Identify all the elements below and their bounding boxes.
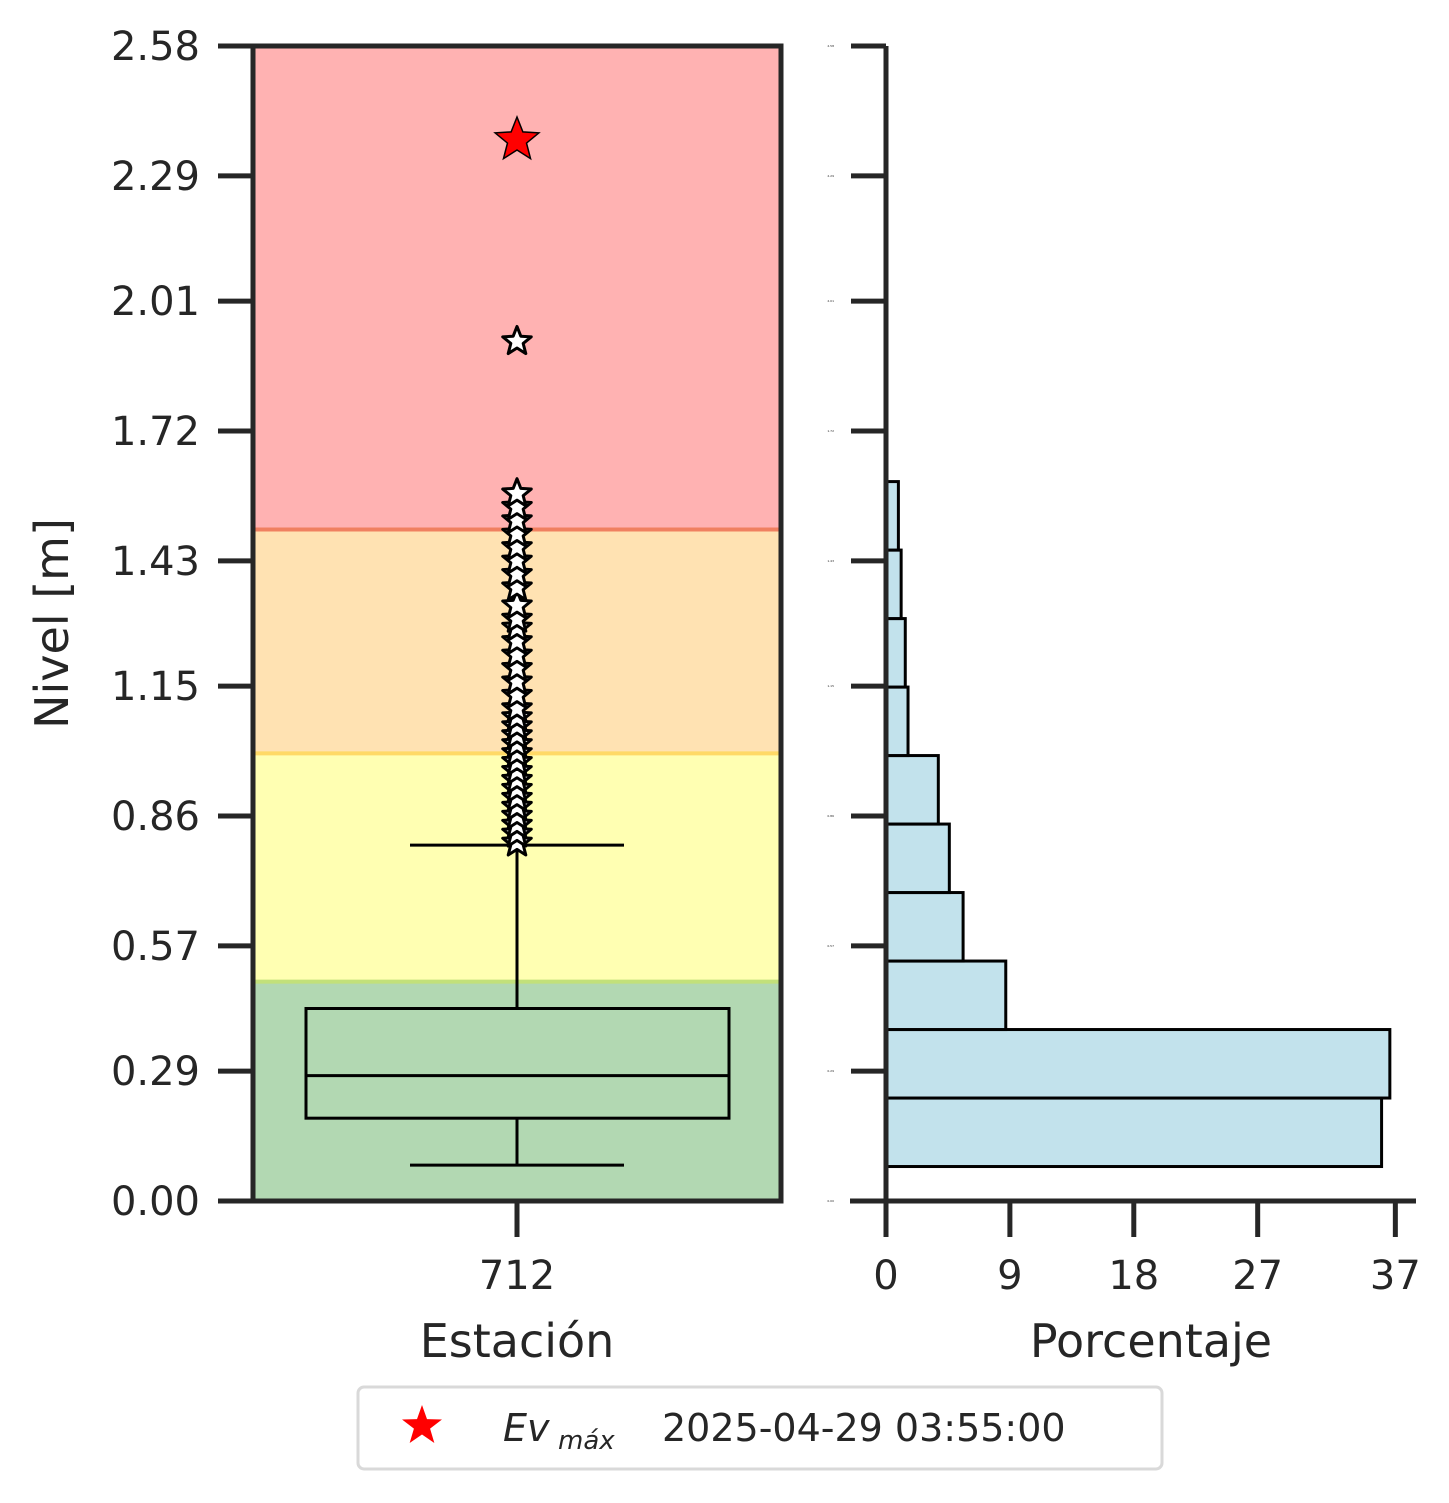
outlier-marker-19 [501, 638, 533, 669]
histogram-bar-7 [884, 617, 907, 689]
histogram-bar-4 [884, 822, 951, 895]
outlier-marker-32 [501, 324, 533, 356]
outlier-marker-20 [501, 624, 533, 656]
hist-x-tick-label-2: 18 [1108, 1253, 1159, 1299]
legend-frame [356, 1385, 1164, 1471]
histogram-bar-0 [884, 1096, 1384, 1169]
legend-label-base: Ev [503, 1406, 550, 1450]
box-iqr [304, 1007, 731, 1120]
outlier-marker-24 [501, 571, 533, 602]
hist-y-tick-label-1: 0.29 [827, 1069, 834, 1073]
threshold-band-0 [253, 981, 781, 1201]
x-tick-label-0: 712 [479, 1253, 555, 1299]
hist-x-tick-label-4: 37 [1370, 1253, 1421, 1299]
outlier-marker-17 [501, 665, 533, 696]
x-axis-title: Estación [420, 1314, 615, 1368]
y-tick-label-8: 2.29 [111, 154, 200, 200]
hist-y-tick-label-8: 2.29 [827, 174, 834, 178]
y-tick-label-1: 0.29 [111, 1049, 200, 1095]
hist-y-tick-label-7: 2.01 [827, 299, 834, 303]
hist-y-tick-label-6: 1.72 [827, 429, 834, 433]
y-tick-label-4: 1.15 [111, 664, 200, 710]
outlier-marker-23 [501, 589, 533, 620]
y-tick-label-5: 1.43 [111, 539, 200, 585]
y-axis-title: Nivel [m] [25, 518, 79, 729]
y-tick-label-2: 0.57 [111, 924, 200, 970]
hist-y-tick-label-4: 1.15 [827, 684, 834, 688]
outlier-marker-26 [501, 544, 533, 575]
histogram-panel: 0.00 0.29 0.57 0.86 1.15 1.43 1.72 2.01 2.29 2.58… [827, 43, 1421, 1368]
y-tick-label-9: 2.58 [111, 24, 200, 70]
outlier-marker-18 [501, 651, 533, 682]
legend-label-date: 2025-04-29 03:55:00 [662, 1406, 1066, 1450]
hist-x-axis-title: Porcentaje [1030, 1314, 1272, 1368]
histogram-bar-1 [884, 1028, 1392, 1100]
hist-y-tick-label-0: 0.00 [827, 1199, 834, 1203]
y-tick-label-0: 0.00 [111, 1179, 200, 1225]
histogram-bar-2 [884, 959, 1008, 1032]
legend: Ev máx 2025-04-29 03:55:00 [356, 1385, 1164, 1471]
histogram-bar-3 [884, 891, 965, 963]
hist-y-tick-label-2: 0.57 [827, 944, 834, 948]
outlier-marker-15 [501, 692, 533, 723]
outlier-marker-16 [501, 678, 533, 709]
hist-x-tick-label-1: 9 [997, 1253, 1022, 1299]
outlier-marker-27 [501, 530, 533, 562]
hist-y-tick-label-9: 2.58 [827, 44, 834, 48]
outlier-marker-28 [501, 517, 533, 548]
outlier-marker-22 [501, 602, 533, 633]
hist-x-tick-label-0: 0 [873, 1253, 898, 1299]
hist-y-tick-label-5: 1.43 [827, 559, 834, 563]
legend-label-subscript: máx [558, 1426, 615, 1456]
hist-x-tick-label-3: 27 [1232, 1253, 1283, 1299]
histogram-bar-6 [884, 685, 910, 758]
y-tick-label-7: 2.01 [111, 279, 200, 325]
y-tick-label-3: 0.86 [111, 794, 200, 840]
outlier-marker-31 [501, 477, 533, 508]
outlier-marker-30 [501, 490, 533, 521]
star-icon [402, 1405, 442, 1443]
histogram-bar-5 [884, 754, 940, 826]
outlier-marker-25 [501, 557, 533, 588]
max-event-marker [493, 114, 541, 161]
outlier-marker-29 [501, 504, 533, 535]
hist-y-tick-label-3: 0.86 [827, 814, 834, 818]
y-tick-label-6: 1.72 [111, 409, 200, 455]
boxplot-panel: 0.00 0.29 0.57 0.86 1.15 1.43 1.72 2.01 2.29 2.58… [25, 24, 784, 1368]
